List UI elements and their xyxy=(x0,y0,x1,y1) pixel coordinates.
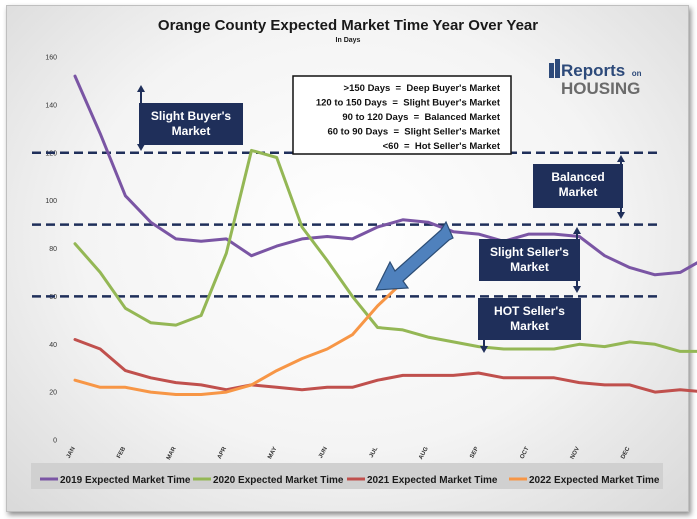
x-tick-label: FEB xyxy=(116,446,127,460)
y-tick-label: 80 xyxy=(49,246,57,253)
logo-text-reports: Reports xyxy=(561,61,625,80)
annotation-label: Balanced xyxy=(551,170,604,184)
x-tick-label: APR xyxy=(217,446,229,461)
market-annotations: Slight Buyer'sMarketBalancedMarketSlight… xyxy=(137,85,625,353)
annotation-label: Market xyxy=(510,319,549,333)
legend-item: 2020 Expected Market Time xyxy=(193,475,344,486)
annotation-label: Market xyxy=(559,185,598,199)
y-tick-label: 0 xyxy=(53,438,57,445)
chart-subtitle: In Days xyxy=(336,37,361,44)
logo-text-housing: HOUSING xyxy=(561,79,640,98)
x-tick-label: JUL xyxy=(369,446,380,459)
series-line xyxy=(73,74,697,277)
key-line: 90 to 120 Days = Balanced Market xyxy=(342,112,500,123)
annotation-label: Market xyxy=(172,124,211,138)
series-lines xyxy=(73,74,697,396)
legend-key-box: >150 Days = Deep Buyer's Market 120 to 15… xyxy=(292,75,512,155)
legend-item: 2022 Expected Market Time xyxy=(509,475,660,486)
legend-item: 2019 Expected Market Time xyxy=(40,475,191,486)
annotation-label: Market xyxy=(510,260,549,274)
series-line xyxy=(73,280,405,396)
legend-label: 2019 Expected Market Time xyxy=(60,475,191,486)
y-tick-label: 40 xyxy=(49,342,57,349)
annotation-label: Slight Buyer's xyxy=(151,109,232,123)
key-line: <60 = Hot Seller's Market xyxy=(383,141,501,152)
pointer-arrow xyxy=(374,220,454,291)
chart-title: Orange County Expected Market Time Year … xyxy=(158,17,538,34)
key-line: >150 Days = Deep Buyer's Market xyxy=(344,83,501,94)
svg-text:Reports on: Reports on xyxy=(561,61,642,80)
x-tick-label: JUN xyxy=(318,446,329,459)
x-tick-label: MAY xyxy=(267,446,278,460)
legend: 2019 Expected Market Time 2020 Expected M… xyxy=(40,475,660,486)
legend-bar xyxy=(31,463,663,489)
x-tick-label: OCT xyxy=(519,446,530,460)
y-tick-label: 160 xyxy=(45,55,57,62)
legend-label: 2022 Expected Market Time xyxy=(529,475,660,486)
logo-text-on: on xyxy=(632,69,642,78)
y-tick-label: 100 xyxy=(45,198,57,205)
legend-label: 2020 Expected Market Time xyxy=(213,475,344,486)
x-tick-label: SEP xyxy=(469,446,480,459)
key-line: 120 to 150 Days = Slight Buyer's Market xyxy=(316,98,501,109)
y-tick-label: 20 xyxy=(49,390,57,397)
key-line: 60 to 90 Days = Slight Seller's Market xyxy=(327,127,500,138)
x-tick-label: JAN xyxy=(66,446,77,459)
x-tick-label: AUG xyxy=(418,446,430,461)
series-line xyxy=(73,148,697,353)
x-tick-label: NOV xyxy=(570,446,581,460)
x-tick-label: DEC xyxy=(620,446,632,461)
house-icon xyxy=(549,59,560,78)
legend-item: 2021 Expected Market Time xyxy=(347,475,498,486)
y-axis: 020406080100120140160 xyxy=(45,55,57,445)
legend-label: 2021 Expected Market Time xyxy=(367,475,498,486)
reports-on-housing-logo: Reports on HOUSING xyxy=(549,59,642,98)
annotation-label: Slight Seller's xyxy=(490,245,569,259)
annotation-label: HOT Seller's xyxy=(494,304,565,318)
y-tick-label: 140 xyxy=(45,102,57,109)
x-axis: JAN FEB MAR APR MAY JUN JUL AUG SEP OCT NOV DEC xyxy=(66,446,632,461)
x-tick-label: MAR xyxy=(166,446,178,461)
series-line xyxy=(73,338,697,394)
